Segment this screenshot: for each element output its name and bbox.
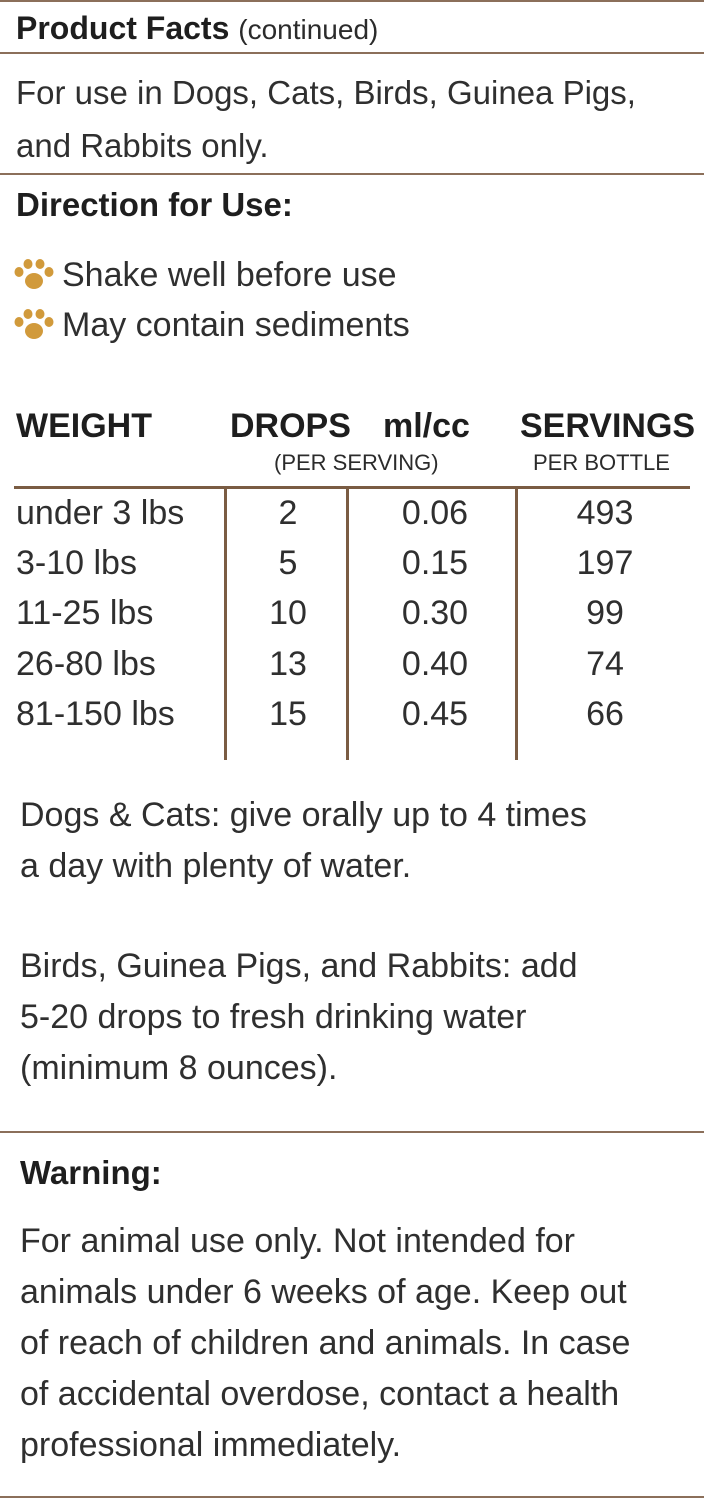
small-animals-instructions: Birds, Guinea Pigs, and Rabbits: add 5-2…	[20, 941, 700, 1094]
list-item-text: May contain sediments	[62, 305, 410, 344]
table-row: 81-150 lbs 15 0.45 66	[0, 695, 704, 745]
col-subheader-per-serving: (PER SERVING)	[274, 450, 439, 475]
col-header-drops: DROPS	[230, 407, 351, 445]
usage-divider	[0, 173, 704, 175]
usage-statement: For use in Dogs, Cats, Birds, Guinea Pig…	[16, 66, 704, 172]
bottom-rule	[0, 1496, 704, 1498]
paragraph-line: a day with plenty of water.	[20, 847, 412, 885]
paragraph-line: (minimum 8 ounces).	[20, 1049, 338, 1087]
paragraph-line: For animal use only. Not intended for	[20, 1222, 575, 1260]
page-title-text: Product Facts	[16, 10, 230, 46]
warning-title: Warning:	[20, 1154, 162, 1191]
paragraph-line: professional immediately.	[20, 1426, 402, 1464]
cell-drops: 15	[269, 695, 307, 733]
warning-divider	[0, 1131, 704, 1133]
top-rule	[0, 0, 704, 2]
cell-ml: 0.15	[401, 544, 469, 582]
paw-print-icon	[14, 309, 54, 339]
table-row: 26-80 lbs 13 0.40 74	[0, 645, 704, 695]
paragraph-line: 5-20 drops to fresh drinking water	[20, 998, 527, 1036]
table-column-divider	[515, 488, 518, 760]
paragraph-line: Dogs & Cats: give orally up to 4 times	[20, 796, 587, 834]
warning-text: For animal use only. Not intended for an…	[20, 1216, 704, 1471]
list-item: Shake well before use	[12, 250, 410, 300]
cell-drops: 10	[269, 594, 307, 632]
cell-weight: 26-80 lbs	[16, 645, 156, 683]
cell-servings: 493	[576, 494, 634, 532]
page-title: Product Facts (continued)	[16, 10, 378, 47]
cell-servings: 99	[586, 594, 624, 632]
table-column-divider	[346, 488, 349, 760]
directions-list: Shake well before use May contain sedime…	[12, 250, 410, 350]
paw-print-icon	[14, 259, 54, 289]
table-header-rule	[14, 486, 690, 489]
col-header-ml: ml/cc	[383, 407, 470, 445]
col-header-servings: SERVINGS	[520, 407, 696, 445]
paragraph-line: of accidental overdose, contact a health	[20, 1375, 620, 1413]
list-item-text: Shake well before use	[62, 255, 397, 294]
paragraph-line: animals under 6 weeks of age. Keep out	[20, 1273, 627, 1311]
col-subheader-per-bottle: PER BOTTLE	[533, 450, 670, 475]
dogs-cats-instructions: Dogs & Cats: give orally up to 4 times a…	[20, 790, 700, 892]
table-row: under 3 lbs 2 0.06 493	[0, 494, 704, 544]
cell-ml: 0.45	[401, 695, 469, 733]
list-item: May contain sediments	[12, 300, 410, 350]
usage-line: and Rabbits only.	[16, 127, 269, 164]
directions-title: Direction for Use:	[16, 186, 293, 223]
paragraph-line: of reach of children and animals. In cas…	[20, 1324, 631, 1362]
page-subtitle: (continued)	[238, 14, 379, 45]
cell-drops: 5	[278, 544, 298, 582]
header-divider	[0, 52, 704, 54]
cell-ml: 0.40	[401, 645, 469, 683]
cell-weight: 11-25 lbs	[16, 594, 154, 632]
cell-servings: 197	[576, 544, 634, 582]
cell-weight: 3-10 lbs	[16, 544, 137, 582]
table-row: 11-25 lbs 10 0.30 99	[0, 594, 704, 644]
cell-ml: 0.06	[401, 494, 469, 532]
usage-line: For use in Dogs, Cats, Birds, Guinea Pig…	[16, 74, 636, 111]
cell-drops: 2	[278, 494, 298, 532]
cell-servings: 66	[586, 695, 624, 733]
cell-servings: 74	[586, 645, 624, 683]
col-header-weight: WEIGHT	[16, 407, 152, 445]
cell-weight: under 3 lbs	[16, 494, 185, 532]
cell-weight: 81-150 lbs	[16, 695, 175, 733]
paragraph-line: Birds, Guinea Pigs, and Rabbits: add	[20, 947, 578, 985]
table-column-divider	[224, 488, 227, 760]
table-row: 3-10 lbs 5 0.15 197	[0, 544, 704, 594]
cell-ml: 0.30	[401, 594, 469, 632]
cell-drops: 13	[269, 645, 307, 683]
